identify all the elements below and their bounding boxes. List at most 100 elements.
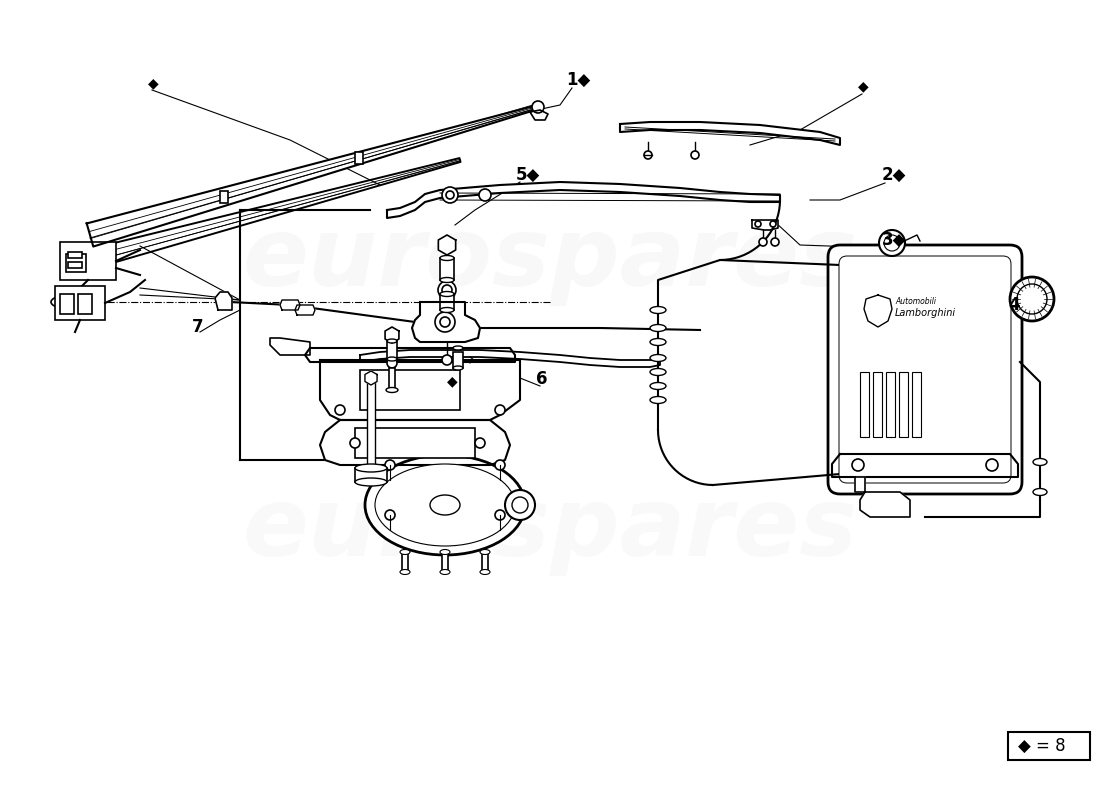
Ellipse shape bbox=[1033, 458, 1047, 466]
Text: 2◆: 2◆ bbox=[882, 166, 906, 184]
Circle shape bbox=[350, 438, 360, 448]
Circle shape bbox=[385, 460, 395, 470]
Ellipse shape bbox=[386, 387, 398, 393]
Text: ◆: ◆ bbox=[148, 76, 158, 90]
Circle shape bbox=[475, 438, 485, 448]
Bar bbox=[860, 372, 869, 437]
Bar bbox=[68, 252, 82, 258]
Bar bbox=[367, 380, 375, 470]
Ellipse shape bbox=[650, 325, 666, 331]
Polygon shape bbox=[832, 454, 1018, 477]
Bar bbox=[873, 372, 882, 437]
Circle shape bbox=[387, 358, 397, 368]
Circle shape bbox=[852, 459, 864, 471]
Ellipse shape bbox=[1018, 284, 1047, 314]
Polygon shape bbox=[620, 122, 840, 145]
Circle shape bbox=[771, 238, 779, 246]
Ellipse shape bbox=[440, 550, 450, 554]
Bar bbox=[387, 341, 397, 359]
Ellipse shape bbox=[430, 495, 460, 515]
Circle shape bbox=[884, 235, 900, 251]
Bar bbox=[355, 428, 475, 458]
Circle shape bbox=[495, 405, 505, 415]
Polygon shape bbox=[855, 477, 910, 517]
Ellipse shape bbox=[505, 490, 535, 520]
Ellipse shape bbox=[387, 339, 397, 343]
Circle shape bbox=[755, 221, 761, 227]
Ellipse shape bbox=[650, 354, 666, 362]
Circle shape bbox=[644, 151, 652, 159]
Text: eurospares: eurospares bbox=[242, 214, 858, 306]
Bar bbox=[1008, 732, 1090, 760]
Text: Lamborghini: Lamborghini bbox=[895, 308, 956, 318]
Circle shape bbox=[478, 189, 491, 201]
Text: ◆: ◆ bbox=[447, 374, 458, 388]
Circle shape bbox=[385, 510, 395, 520]
Polygon shape bbox=[412, 302, 480, 342]
Bar bbox=[440, 294, 454, 310]
Ellipse shape bbox=[355, 464, 387, 472]
Circle shape bbox=[434, 312, 455, 332]
Ellipse shape bbox=[650, 369, 666, 375]
Bar bbox=[482, 552, 488, 572]
Text: 7: 7 bbox=[192, 318, 204, 336]
Ellipse shape bbox=[650, 397, 666, 403]
Bar bbox=[360, 370, 460, 410]
Text: ◆: ◆ bbox=[858, 79, 869, 93]
Polygon shape bbox=[305, 348, 515, 362]
Bar bbox=[68, 262, 82, 268]
Polygon shape bbox=[85, 158, 461, 270]
Polygon shape bbox=[320, 360, 520, 420]
Ellipse shape bbox=[440, 570, 450, 574]
Circle shape bbox=[759, 238, 767, 246]
Ellipse shape bbox=[512, 497, 528, 513]
Bar bbox=[886, 372, 895, 437]
Circle shape bbox=[442, 355, 452, 365]
Text: 6: 6 bbox=[536, 370, 548, 388]
FancyBboxPatch shape bbox=[839, 256, 1011, 483]
Text: eurospares: eurospares bbox=[242, 483, 858, 577]
Ellipse shape bbox=[1010, 277, 1054, 321]
Circle shape bbox=[495, 460, 505, 470]
Circle shape bbox=[532, 101, 544, 113]
Circle shape bbox=[879, 230, 905, 256]
Text: Automobili: Automobili bbox=[895, 297, 936, 306]
Bar bbox=[899, 372, 907, 437]
Bar bbox=[355, 468, 387, 482]
Ellipse shape bbox=[650, 382, 666, 390]
Bar bbox=[912, 372, 921, 437]
Circle shape bbox=[495, 510, 505, 520]
Circle shape bbox=[770, 221, 776, 227]
Bar bbox=[389, 368, 395, 390]
Bar bbox=[442, 552, 448, 572]
Ellipse shape bbox=[440, 291, 454, 297]
Bar bbox=[402, 552, 408, 572]
Bar bbox=[66, 254, 86, 272]
Ellipse shape bbox=[453, 346, 463, 350]
Polygon shape bbox=[387, 182, 780, 218]
Ellipse shape bbox=[480, 550, 490, 554]
Circle shape bbox=[438, 281, 456, 299]
Ellipse shape bbox=[440, 255, 454, 261]
Ellipse shape bbox=[440, 278, 454, 282]
Polygon shape bbox=[438, 235, 455, 255]
Text: 4: 4 bbox=[1008, 296, 1020, 314]
Ellipse shape bbox=[650, 338, 666, 346]
Polygon shape bbox=[280, 300, 300, 310]
FancyBboxPatch shape bbox=[828, 245, 1022, 494]
Polygon shape bbox=[385, 327, 399, 343]
Text: ◆ = 8: ◆ = 8 bbox=[1018, 737, 1066, 755]
Ellipse shape bbox=[650, 306, 666, 314]
Ellipse shape bbox=[365, 455, 525, 555]
Text: 1◆: 1◆ bbox=[566, 71, 591, 89]
Polygon shape bbox=[365, 371, 377, 385]
Bar bbox=[60, 242, 116, 280]
Polygon shape bbox=[530, 110, 548, 120]
Polygon shape bbox=[295, 305, 315, 315]
Polygon shape bbox=[360, 350, 660, 367]
Ellipse shape bbox=[51, 296, 79, 308]
Ellipse shape bbox=[400, 570, 410, 574]
Circle shape bbox=[986, 459, 998, 471]
Bar bbox=[78, 294, 92, 314]
Polygon shape bbox=[87, 105, 539, 246]
